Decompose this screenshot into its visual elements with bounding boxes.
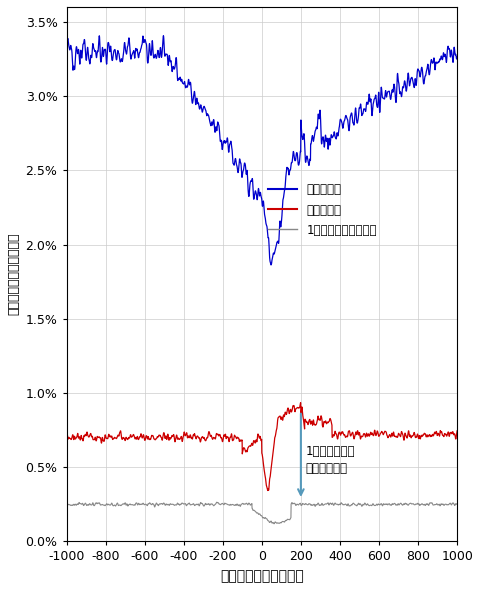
Y-axis label: 塩基置換率／挿入削除率: 塩基置換率／挿入削除率: [7, 233, 20, 316]
Legend: 塔基置換率, 挿入削除率, 1塔基長の挿入削除率: 塔基置換率, 挿入削除率, 1塔基長の挿入削除率: [268, 183, 377, 237]
Text: 1塔基より長い
挿入削除の率: 1塔基より長い 挿入削除の率: [306, 445, 355, 475]
X-axis label: 転写開始点からの距離: 転写開始点からの距離: [220, 569, 304, 583]
